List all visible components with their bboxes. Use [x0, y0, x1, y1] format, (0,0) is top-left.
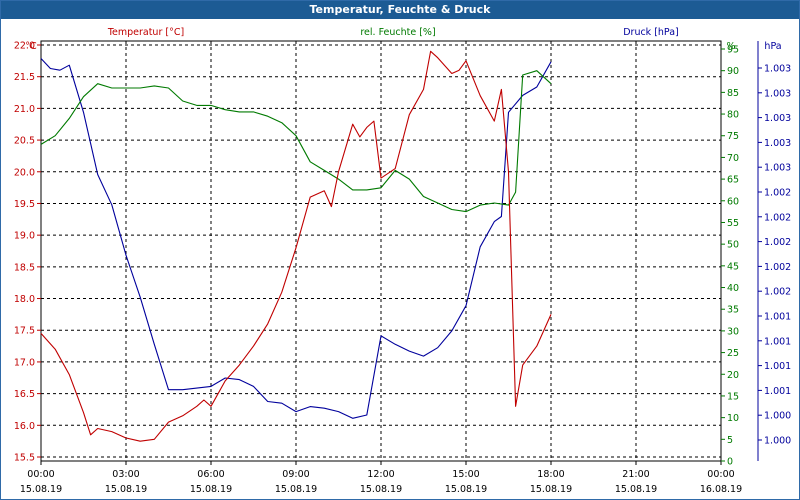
- humidity-tick-label: 95: [727, 45, 739, 56]
- pressure-tick-label: 1.002: [764, 287, 791, 298]
- x-tick-date: 15.08.19: [530, 484, 572, 495]
- pressure-tick-label: 1.001: [764, 336, 791, 347]
- x-tick-time: 00:00: [27, 469, 54, 480]
- humidity-tick-label: 45: [727, 261, 739, 272]
- x-tick-date: 15.08.19: [615, 484, 657, 495]
- pressure-tick-label: 1.002: [764, 262, 791, 273]
- x-tick-time: 18:00: [537, 469, 564, 480]
- x-tick-time: 21:00: [622, 469, 649, 480]
- humidity-tick-label: 65: [727, 175, 739, 186]
- x-tick-time: 00:00: [707, 469, 734, 480]
- temperature-tick-label: 20.5: [14, 136, 35, 147]
- x-tick-date: 15.08.19: [190, 484, 232, 495]
- humidity-tick-label: 0: [727, 457, 733, 468]
- chart-axes: [37, 40, 762, 465]
- x-tick-time: 03:00: [112, 469, 139, 480]
- pressure-tick-label: 1.001: [764, 361, 791, 372]
- x-tick-time: 15:00: [452, 469, 479, 480]
- humidity-tick-label: 70: [727, 153, 739, 164]
- humidity-tick-label: 85: [727, 88, 739, 99]
- pressure-tick-label: 1.002: [764, 237, 791, 248]
- x-tick-date: 15.08.19: [20, 484, 62, 495]
- pressure-unit: hPa: [764, 41, 781, 52]
- humidity-unit: %: [726, 41, 735, 52]
- humidity-tick-label: 80: [727, 110, 739, 121]
- x-tick-date: 15.08.19: [275, 484, 317, 495]
- humidity-axis-title: rel. Feuchte [%]: [360, 27, 435, 38]
- temperature-tick-label: 17.0: [14, 357, 35, 368]
- temperature-tick-label: 18.0: [14, 294, 35, 305]
- temperature-tick-label: 18.5: [14, 262, 35, 273]
- humidity-tick-label: 10: [727, 413, 739, 424]
- x-tick-time: 09:00: [282, 469, 309, 480]
- pressure-tick-label: 1.003: [764, 163, 791, 174]
- tick-labels: 00:00 15.08.19 03:00 15.08.19 06:00 15.08.19 0…: [14, 41, 791, 496]
- pressure-tick-label: 1.000: [764, 436, 791, 447]
- x-tick-date: 15.08.19: [105, 484, 147, 495]
- pressure-tick-label: 1.002: [764, 188, 791, 199]
- temperature-tick-label: 21.0: [14, 104, 35, 115]
- temperature-unit: °C: [25, 41, 37, 52]
- x-tick-time: 12:00: [367, 469, 394, 480]
- humidity-tick-label: 35: [727, 305, 739, 316]
- temperature-tick-label: 16.5: [14, 389, 35, 400]
- pressure-tick-label: 1.001: [764, 386, 791, 397]
- temperature-tick-label: 19.5: [14, 199, 35, 210]
- temperature-tick-label: 22.0: [14, 41, 35, 52]
- pressure-tick-label: 1.003: [764, 64, 791, 75]
- humidity-tick-label: 55: [727, 218, 739, 229]
- x-tick-date: 15.08.19: [360, 484, 402, 495]
- x-tick-time: 06:00: [197, 469, 224, 480]
- temperature-tick-label: 15.5: [14, 453, 35, 464]
- humidity-tick-label: 25: [727, 348, 739, 359]
- temperature-tick-label: 17.5: [14, 326, 35, 337]
- temperature-tick-label: 20.0: [14, 167, 35, 178]
- temperature-axis-title: Temperatur [°C]: [107, 27, 184, 38]
- pressure-tick-label: 1.003: [764, 88, 791, 99]
- temperature-tick-label: 16.0: [14, 421, 35, 432]
- window-title: Temperatur, Feuchte & Druck: [1, 1, 799, 19]
- humidity-tick-label: 90: [727, 66, 739, 77]
- pressure-tick-label: 1.001: [764, 312, 791, 323]
- humidity-tick-label: 20: [727, 370, 739, 381]
- humidity-tick-label: 15: [727, 391, 739, 402]
- chart-grid: [41, 41, 721, 461]
- temperature-series-line: [40, 50, 552, 442]
- pressure-tick-label: 1.003: [764, 138, 791, 149]
- humidity-tick-label: 75: [727, 131, 739, 142]
- temperature-tick-label: 19.0: [14, 231, 35, 242]
- humidity-tick-label: 50: [727, 240, 739, 251]
- humidity-tick-label: 30: [727, 326, 739, 337]
- pressure-axis-title: Druck [hPa]: [623, 27, 679, 38]
- x-tick-date: 16.08.19: [700, 484, 742, 495]
- x-tick-date: 15.08.19: [445, 484, 487, 495]
- humidity-tick-label: 40: [727, 283, 739, 294]
- pressure-series-line: [40, 58, 552, 419]
- humidity-tick-label: 5: [727, 435, 733, 446]
- series-lines: [40, 50, 552, 442]
- pressure-tick-label: 1.002: [764, 212, 791, 223]
- pressure-tick-label: 1.000: [764, 411, 791, 422]
- pressure-tick-label: 1.003: [764, 113, 791, 124]
- humidity-series-line: [40, 70, 552, 213]
- temperature-tick-label: 21.5: [14, 72, 35, 83]
- humidity-tick-label: 60: [727, 196, 739, 207]
